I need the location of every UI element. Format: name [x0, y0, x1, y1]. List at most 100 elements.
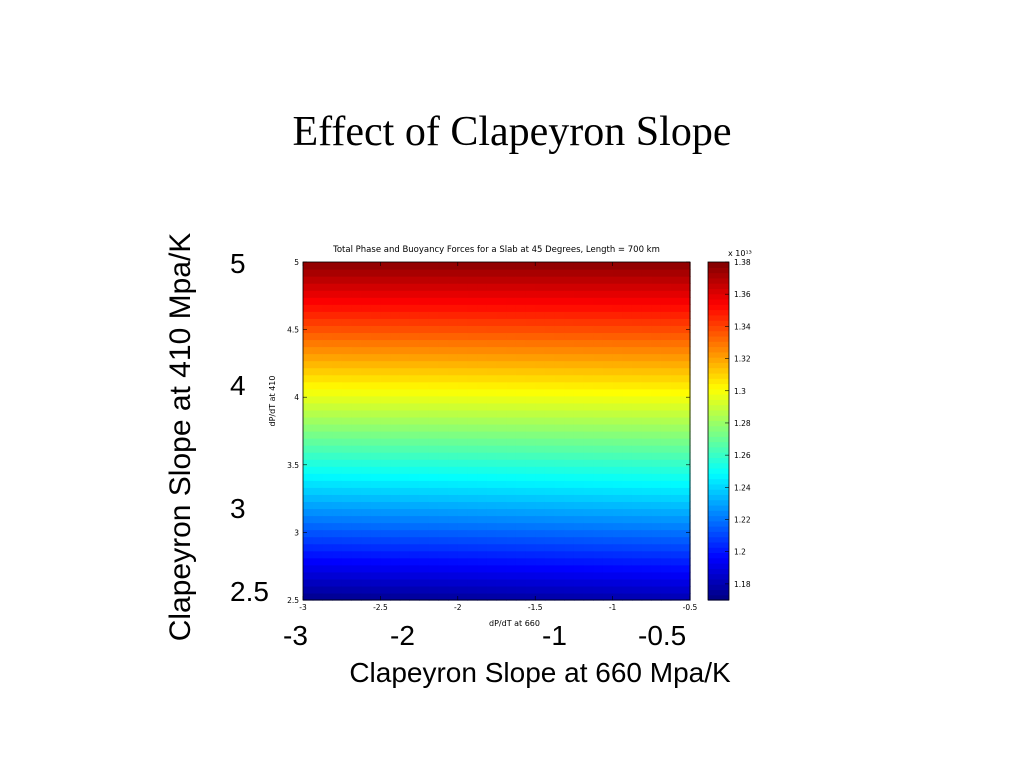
heatmap-cell: [438, 374, 449, 383]
heatmap-cell: [477, 367, 488, 376]
heatmap-cell: [390, 487, 401, 495]
heatmap-cell: [477, 311, 488, 319]
heatmap-cell: [535, 367, 546, 376]
heatmap-cell: [486, 515, 498, 524]
heatmap-cell: [448, 360, 459, 369]
heatmap-cell: [438, 473, 449, 481]
heatmap-cell: [477, 325, 488, 334]
heatmap-cell: [670, 480, 681, 488]
heatmap-cell: [312, 487, 323, 495]
heatmap-cell: [670, 311, 681, 319]
heatmap-cell: [467, 402, 478, 411]
heatmap-cell: [467, 311, 478, 319]
heatmap-cell: [535, 290, 546, 298]
colorbar-segment: [708, 584, 729, 591]
heatmap-cell: [322, 564, 333, 573]
heatmap-cell: [312, 529, 323, 538]
heatmap-cell: [535, 557, 546, 566]
heatmap-cell: [680, 494, 691, 503]
heatmap-cell: [457, 487, 469, 495]
heatmap-cell: [332, 571, 343, 580]
heatmap-cell: [583, 557, 594, 566]
heatmap-cell: [651, 438, 662, 446]
heatmap-cell: [525, 473, 536, 481]
heatmap-cell: [477, 262, 488, 270]
heatmap-cell: [612, 367, 623, 376]
heatmap-cell: [515, 283, 527, 291]
heatmap-cell: [370, 515, 382, 524]
heatmap-cell: [486, 346, 498, 355]
heatmap-cell: [486, 550, 498, 559]
heatmap-cell: [370, 325, 382, 334]
heatmap-cell: [583, 269, 594, 277]
heatmap-cell: [486, 487, 498, 495]
colorbar-segment: [708, 499, 729, 506]
heatmap-cell: [680, 304, 691, 312]
heatmap-cell: [341, 423, 352, 432]
heatmap-cell: [419, 367, 430, 376]
heatmap-cell: [515, 353, 527, 362]
heatmap-cell: [341, 402, 352, 411]
heatmap-cell: [399, 445, 411, 453]
heatmap-cell: [544, 466, 556, 474]
heatmap-cell: [602, 276, 614, 284]
heatmap-cell: [631, 438, 643, 446]
heatmap-cell: [525, 445, 536, 453]
heatmap-cell: [535, 353, 546, 362]
heatmap-cell: [467, 423, 478, 432]
heatmap-cell: [332, 409, 343, 418]
heatmap-cell: [602, 585, 614, 594]
heatmap-cell: [380, 550, 391, 559]
heatmap-cell: [332, 332, 343, 341]
heatmap-cell: [602, 388, 614, 397]
heatmap-cell: [593, 529, 604, 538]
heatmap-cell: [641, 262, 652, 270]
heatmap-cell: [593, 388, 604, 397]
heatmap-cell: [428, 276, 440, 284]
heatmap-cell: [477, 529, 488, 538]
heatmap-cell: [660, 501, 672, 510]
heatmap-cell: [370, 276, 382, 284]
heatmap-cell: [370, 508, 382, 517]
heatmap-cell: [515, 585, 527, 594]
heatmap-cell: [670, 515, 681, 524]
heatmap-cell: [573, 431, 585, 439]
heatmap-cell: [361, 445, 372, 453]
heatmap-cell: [515, 466, 527, 474]
heatmap-cell: [312, 269, 323, 277]
heatmap-cell: [612, 325, 623, 334]
heatmap-cell: [322, 395, 333, 404]
heatmap-cell: [544, 550, 556, 559]
heatmap-cell: [641, 423, 652, 432]
heatmap-cell: [351, 452, 362, 460]
heatmap-cell: [622, 325, 633, 334]
heatmap-cell: [660, 262, 672, 270]
heatmap-cell: [583, 431, 594, 439]
heatmap-cell: [515, 332, 527, 341]
heatmap-cell: [525, 311, 536, 319]
heatmap-cell: [564, 473, 575, 481]
heatmap-cell: [544, 480, 556, 488]
heatmap-cell: [438, 585, 449, 594]
heatmap-cell: [622, 297, 633, 305]
heatmap-cell: [573, 585, 585, 594]
heatmap-cell: [380, 304, 391, 312]
heatmap-cell: [361, 353, 372, 362]
colorbar-tick-label: 1.28: [734, 419, 751, 428]
heatmap-cell: [409, 487, 420, 495]
heatmap-cell: [438, 592, 449, 601]
heatmap-cell: [631, 395, 643, 404]
heatmap-cell: [322, 297, 333, 305]
heatmap-cell: [612, 452, 623, 460]
heatmap-cell: [506, 339, 517, 348]
heatmap-cell: [332, 536, 343, 545]
heatmap-cell: [612, 543, 623, 552]
heatmap-cell: [361, 290, 372, 298]
heatmap-cell: [506, 360, 517, 369]
heatmap-cell: [602, 304, 614, 312]
colorbar-segment: [708, 420, 729, 427]
slide-title: Effect of Clapeyron Slope: [292, 109, 732, 155]
heatmap-cell: [651, 536, 662, 545]
heatmap-cell: [544, 402, 556, 411]
heatmap-cell: [525, 290, 536, 298]
